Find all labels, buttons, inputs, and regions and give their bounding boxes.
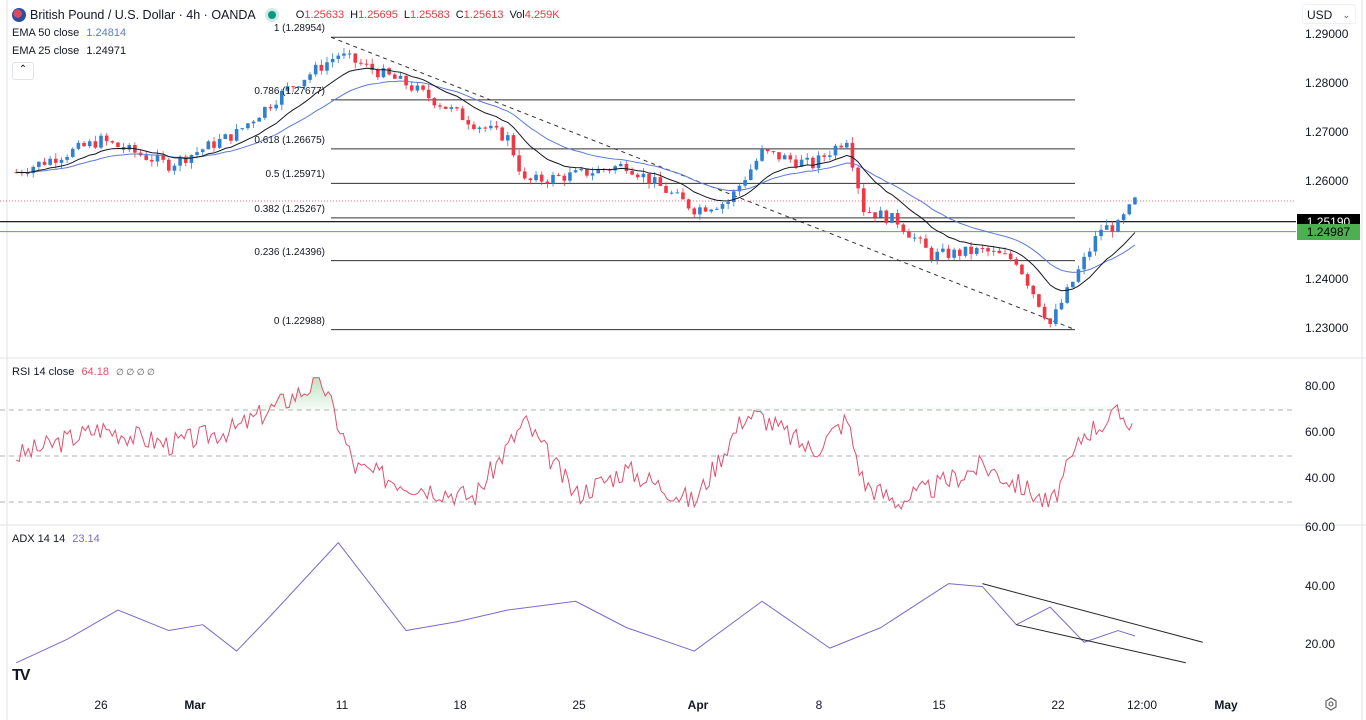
price-axis-tick: 1.27000 bbox=[1305, 125, 1349, 139]
ohlc-values: O1.25633 H1.25695 L1.25583 C1.25613 Vol4.259… bbox=[290, 9, 560, 21]
collapse-legend-button[interactable]: ⌃ bbox=[12, 62, 34, 80]
time-axis-label: 26 bbox=[94, 698, 108, 712]
time-axis-label: Mar bbox=[184, 698, 206, 712]
adx-axis-tick: 20.00 bbox=[1305, 637, 1336, 652]
tradingview-logo[interactable]: TV bbox=[12, 667, 31, 684]
rsi-value: 64.18 bbox=[81, 366, 109, 378]
time-axis-label: 15 bbox=[932, 698, 946, 712]
fib-level-label: 0 (1.22988) bbox=[273, 315, 325, 327]
time-axis-label: 18 bbox=[453, 698, 467, 712]
adx-label: ADX 14 14 bbox=[12, 533, 66, 545]
price-axis-tick: 1.23000 bbox=[1305, 321, 1349, 335]
ohlc-key-l: L bbox=[403, 9, 410, 21]
rsi-legend[interactable]: RSI 14 close 64.18 ∅ ∅ ∅ ∅ bbox=[12, 366, 155, 378]
ohlc-key-o: O bbox=[295, 9, 305, 21]
price-axis-tick: 1.26000 bbox=[1305, 174, 1349, 188]
fib-level-label: 0.618 (1.26675) bbox=[254, 134, 325, 146]
ohlc-value-c: 1.25613 bbox=[463, 9, 504, 21]
fib-level-label: 0.786 (1.27677) bbox=[254, 85, 325, 97]
chevron-up-icon: ⌃ bbox=[18, 64, 28, 75]
price-tag-1.24987: 1.24987 bbox=[1297, 223, 1360, 240]
symbol-legend: British Pound / U.S. Dollar · 4h · OANDA… bbox=[12, 8, 560, 22]
ohlc-key-c: C bbox=[455, 9, 464, 21]
rsi-axis-tick: 80.00 bbox=[1305, 379, 1336, 393]
rsi-label: RSI 14 close bbox=[12, 366, 75, 378]
adx-axis-tick: 60.00 bbox=[1305, 520, 1336, 534]
market-open-status-icon bbox=[267, 11, 276, 19]
adx-value: 23.14 bbox=[72, 533, 100, 545]
symbol-title[interactable]: British Pound / U.S. Dollar · 4h · OANDA bbox=[30, 8, 256, 22]
time-axis-label: 11 bbox=[335, 698, 349, 712]
gbp-usd-flag-icon bbox=[12, 8, 26, 22]
time-axis-label: 22 bbox=[1051, 698, 1065, 712]
rsi-axis-tick: 40.00 bbox=[1305, 471, 1336, 485]
price-axis-tick: 1.24000 bbox=[1305, 272, 1349, 286]
adx-legend[interactable]: ADX 14 14 23.14 bbox=[12, 533, 100, 545]
time-axis-label: Apr bbox=[687, 698, 709, 712]
price-axis-tick: 1.29000 bbox=[1305, 27, 1349, 41]
ohlc-key-h: H bbox=[350, 9, 359, 21]
ohlc-value-h: 1.25695 bbox=[358, 9, 398, 21]
price-axis-tick: 1.28000 bbox=[1305, 76, 1349, 90]
ohlc-key-vol: Vol bbox=[509, 9, 525, 21]
time-axis-label: May bbox=[1214, 698, 1238, 712]
ohlc-value-l: 1.25583 bbox=[409, 9, 450, 21]
ema50-legend[interactable]: EMA 50 close 1.24814 bbox=[12, 27, 126, 39]
currency-label: USD bbox=[1307, 8, 1333, 22]
ema50-label: EMA 50 close bbox=[12, 27, 80, 39]
settings-gear-icon[interactable] bbox=[1324, 697, 1338, 711]
ohlc-value-vol: 4.259K bbox=[524, 9, 560, 21]
rsi-empty-values: ∅ ∅ ∅ ∅ bbox=[116, 367, 155, 377]
chevron-down-icon: ⌄ bbox=[1342, 10, 1350, 20]
adx-axis-tick: 40.00 bbox=[1305, 578, 1336, 593]
time-axis-label: 12:00 bbox=[1126, 698, 1158, 712]
fib-level-label: 0.382 (1.25267) bbox=[254, 203, 325, 215]
time-axis-label: 8 bbox=[815, 698, 823, 712]
ohlc-value-o: 1.25633 bbox=[304, 9, 345, 21]
ema50-value: 1.24814 bbox=[86, 27, 127, 39]
fib-level-label: 0.236 (1.24396) bbox=[254, 246, 325, 258]
fib-level-label: 0.5 (1.25971) bbox=[265, 169, 326, 181]
ema25-value: 1.24971 bbox=[86, 45, 127, 57]
ema25-legend[interactable]: EMA 25 close 1.24971 bbox=[12, 45, 126, 57]
rsi-axis-tick: 60.00 bbox=[1305, 425, 1336, 439]
time-axis-label: 25 bbox=[572, 698, 586, 712]
ema25-label: EMA 25 close bbox=[12, 45, 80, 57]
currency-selector[interactable]: USD ⌄ bbox=[1302, 4, 1356, 24]
fib-level-label: 1 (1.28954) bbox=[273, 23, 325, 35]
